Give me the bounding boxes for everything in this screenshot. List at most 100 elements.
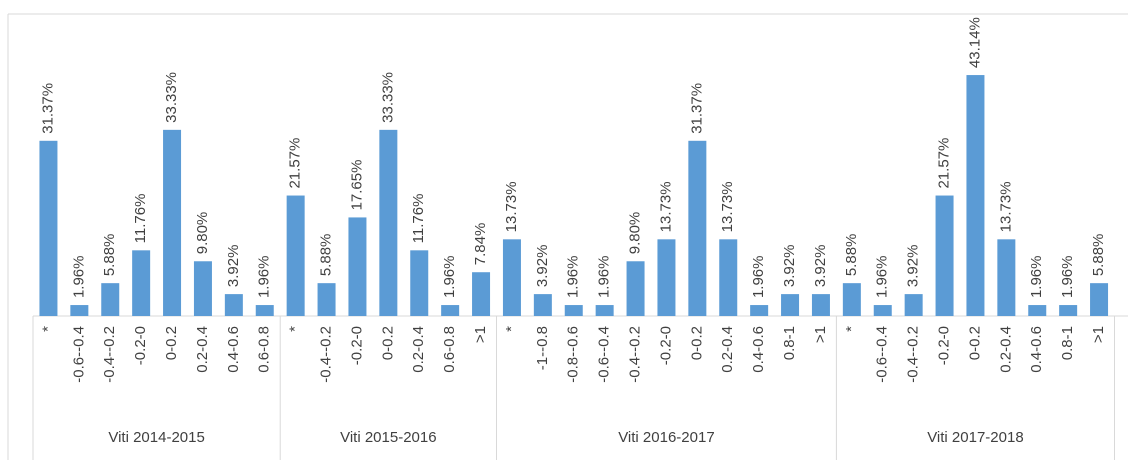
bar	[688, 140, 707, 316]
x-tick-label: 0-0.2	[163, 326, 180, 360]
x-tick-label: 0.2-0.4	[410, 326, 427, 373]
data-label: 3.92%	[781, 245, 798, 288]
bar	[657, 239, 676, 316]
data-label: 9.80%	[194, 212, 211, 255]
data-label: 1.96%	[441, 256, 458, 299]
data-label: 3.92%	[225, 245, 242, 288]
bar	[255, 305, 274, 316]
data-label: 33.33%	[379, 72, 396, 123]
x-tick-label: *	[287, 326, 304, 332]
bar	[472, 272, 491, 316]
bar	[935, 195, 954, 316]
data-label: 13.73%	[997, 181, 1014, 232]
bar	[163, 129, 182, 316]
bar	[317, 283, 336, 316]
data-label: 3.92%	[905, 245, 922, 288]
data-label: 43.14%	[966, 17, 983, 68]
x-tick-label: -0.2-0	[348, 326, 365, 365]
bar	[1090, 283, 1109, 316]
bar	[966, 75, 985, 316]
x-tick-label: -0.4--0.2	[905, 326, 922, 383]
bar	[626, 261, 645, 316]
data-label: 21.57%	[287, 138, 304, 189]
bar	[39, 140, 58, 316]
bar	[904, 294, 923, 316]
bar	[132, 250, 151, 316]
bar	[750, 305, 769, 316]
bar	[441, 305, 460, 316]
x-tick-label: 0-0.2	[966, 326, 983, 360]
x-tick-label: 0-0.2	[688, 326, 705, 360]
group-label: Viti 2014-2015	[108, 429, 204, 446]
data-label: 13.73%	[503, 181, 520, 232]
bar	[379, 129, 398, 316]
x-tick-label: -0.4--0.2	[627, 326, 644, 383]
data-label: 5.88%	[843, 234, 860, 277]
bar	[1028, 305, 1047, 316]
bar	[997, 239, 1016, 316]
x-tick-label: -0.4--0.2	[318, 326, 335, 383]
data-label: 1.96%	[1059, 256, 1076, 299]
x-tick-label: 0.8-1	[781, 326, 798, 360]
data-label: 1.96%	[256, 256, 273, 299]
x-tick-label: *	[503, 326, 520, 332]
data-label: 1.96%	[70, 256, 87, 299]
x-tick-label: 0.4-0.6	[1028, 326, 1045, 373]
x-tick-label: *	[843, 326, 860, 332]
bar	[410, 250, 429, 316]
bar	[70, 305, 89, 316]
data-label: 1.96%	[596, 256, 613, 299]
bar	[193, 261, 212, 316]
x-tick-label: -0.8--0.6	[565, 326, 582, 383]
data-label: 13.73%	[657, 181, 674, 232]
data-label: 17.65%	[348, 160, 365, 211]
data-label: 11.76%	[132, 194, 149, 244]
x-tick-label: -1--0.8	[534, 326, 551, 370]
group-label: Viti 2017-2018	[927, 429, 1023, 446]
data-label: 5.88%	[318, 234, 335, 277]
data-label: 1.96%	[1028, 256, 1045, 299]
x-tick-label: -0.6--0.4	[70, 326, 87, 383]
bar	[719, 239, 738, 316]
bar	[564, 305, 583, 316]
data-label: 1.96%	[565, 256, 582, 299]
data-label: 1.96%	[750, 256, 767, 299]
x-tick-label: -0.2-0	[657, 326, 674, 365]
data-label: 3.92%	[812, 245, 829, 288]
x-tick-label: -0.6--0.4	[874, 326, 891, 383]
bar	[348, 217, 367, 316]
x-tick-label: >1	[812, 326, 829, 343]
x-tick-label: 0.2-0.4	[194, 326, 211, 373]
bar	[1059, 305, 1078, 316]
x-tick-label: -0.2-0	[936, 326, 953, 365]
x-tick-label: *	[39, 326, 56, 332]
x-tick-label: -0.2-0	[132, 326, 149, 365]
data-label: 1.96%	[874, 256, 891, 299]
bar	[224, 294, 243, 316]
bar	[781, 294, 800, 316]
data-label: 11.76%	[410, 194, 427, 244]
bar	[842, 283, 861, 316]
data-label: 5.88%	[101, 234, 118, 277]
x-tick-label: 0.4-0.6	[750, 326, 767, 373]
x-tick-label: 0.8-1	[1059, 326, 1076, 360]
data-label: 31.37%	[688, 83, 705, 134]
data-label: 33.33%	[163, 72, 180, 123]
data-label: 21.57%	[936, 138, 953, 189]
x-tick-label: -0.6--0.4	[596, 326, 613, 383]
x-tick-label: -0.4--0.2	[101, 326, 118, 383]
data-label: 9.80%	[627, 212, 644, 255]
bar	[101, 283, 120, 316]
x-tick-label: 0.6-0.8	[256, 326, 273, 373]
bar	[502, 239, 521, 316]
x-tick-label: 0.6-0.8	[441, 326, 458, 373]
data-label: 13.73%	[719, 181, 736, 232]
data-label: 5.88%	[1090, 234, 1107, 277]
data-label: 3.92%	[534, 245, 551, 288]
group-label: Viti 2016-2017	[618, 429, 714, 446]
x-tick-label: 0.4-0.6	[225, 326, 242, 373]
data-label: 7.84%	[472, 223, 489, 266]
bar	[873, 305, 892, 316]
x-tick-label: >1	[472, 326, 489, 343]
